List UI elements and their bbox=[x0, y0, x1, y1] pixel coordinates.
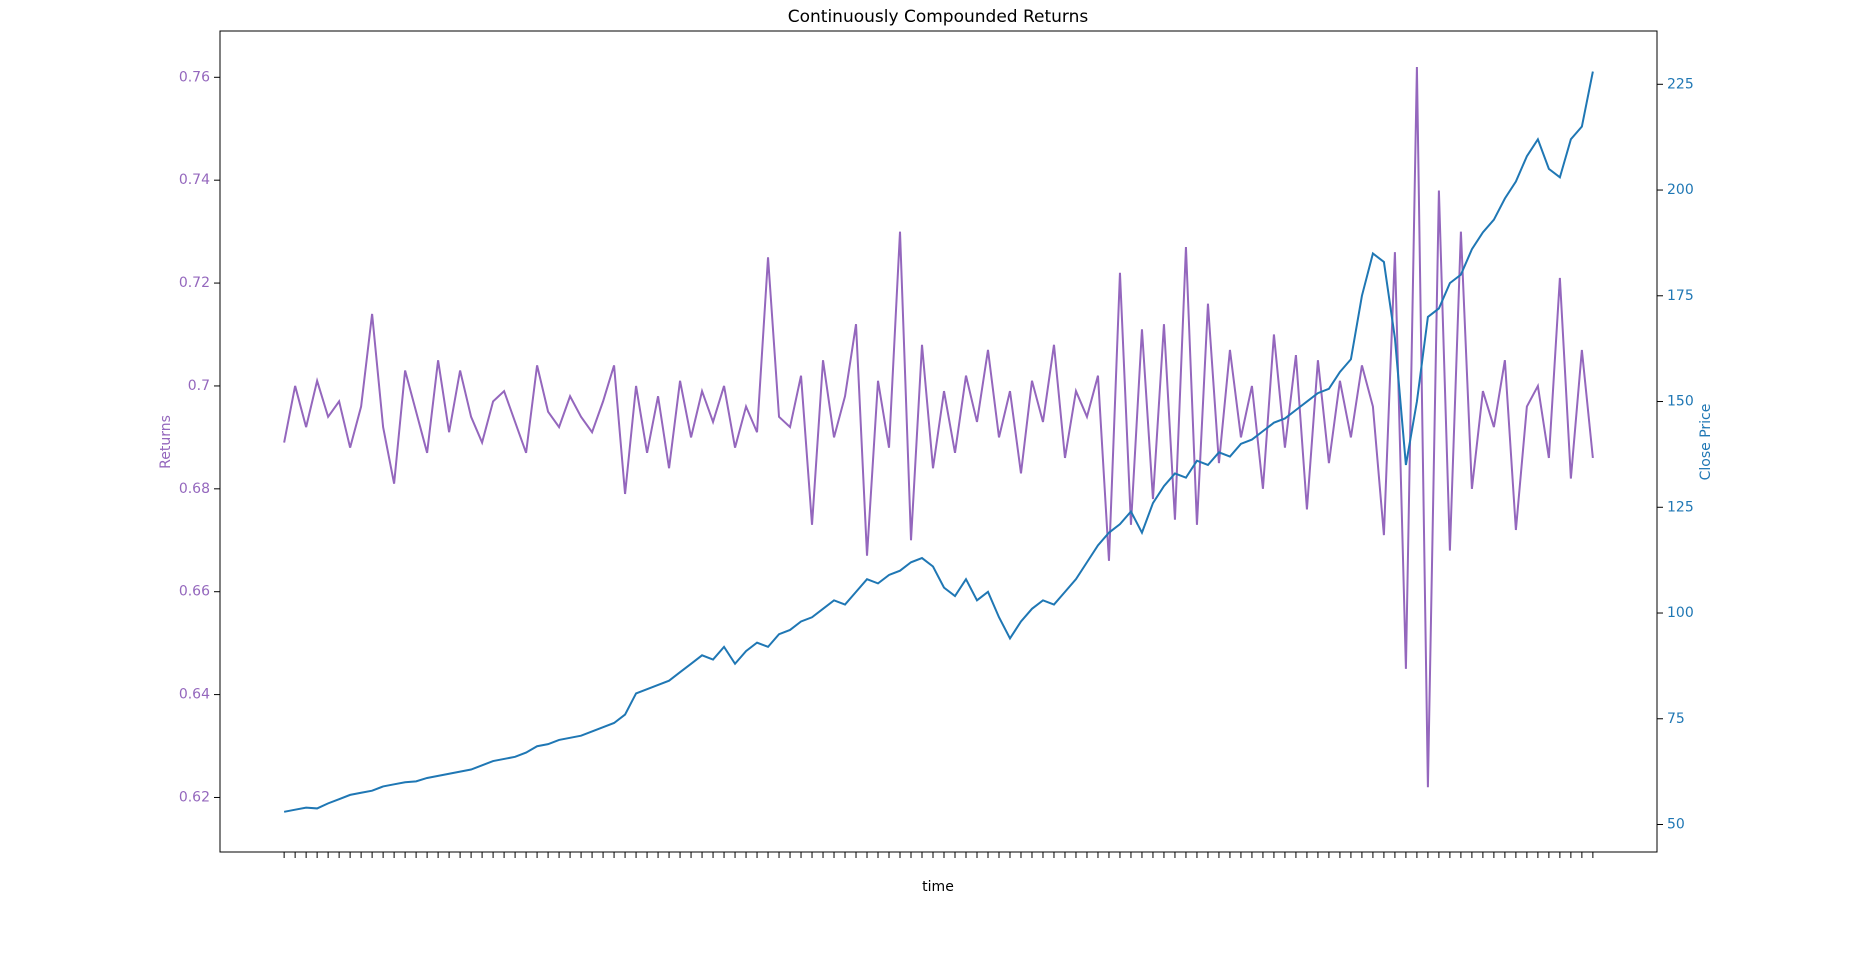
y2-tick-label: 150 bbox=[1667, 394, 1694, 410]
y-tick-label: 0.72 bbox=[179, 275, 210, 291]
y-tick-label: 0.64 bbox=[179, 687, 210, 703]
line-series bbox=[283, 66, 1594, 788]
chart-title: Continuously Compounded Returns bbox=[788, 7, 1089, 27]
y2-tick-label: 75 bbox=[1667, 711, 1685, 727]
line-series bbox=[283, 71, 1594, 813]
y2-tick-label: 50 bbox=[1667, 817, 1685, 833]
y-tick-label: 0.7 bbox=[188, 378, 210, 394]
y2-tick-label: 175 bbox=[1667, 288, 1694, 304]
y-tick-label: 0.66 bbox=[179, 584, 210, 600]
y-axis-label: Returns bbox=[158, 415, 174, 469]
y2-tick-label: 225 bbox=[1667, 76, 1694, 92]
y-tick-label: 0.68 bbox=[179, 481, 210, 497]
y2-axis-label: Close Price bbox=[1698, 404, 1714, 481]
y-tick-label: 0.74 bbox=[179, 172, 210, 188]
y-tick-label: 0.62 bbox=[179, 789, 210, 805]
y2-tick-label: 125 bbox=[1667, 499, 1694, 515]
y2-tick-label: 100 bbox=[1667, 605, 1694, 621]
y-tick-label: 0.76 bbox=[179, 69, 210, 85]
plot-frame bbox=[219, 30, 1658, 853]
x-axis-label: time bbox=[922, 879, 954, 895]
y2-tick-label: 200 bbox=[1667, 182, 1694, 198]
